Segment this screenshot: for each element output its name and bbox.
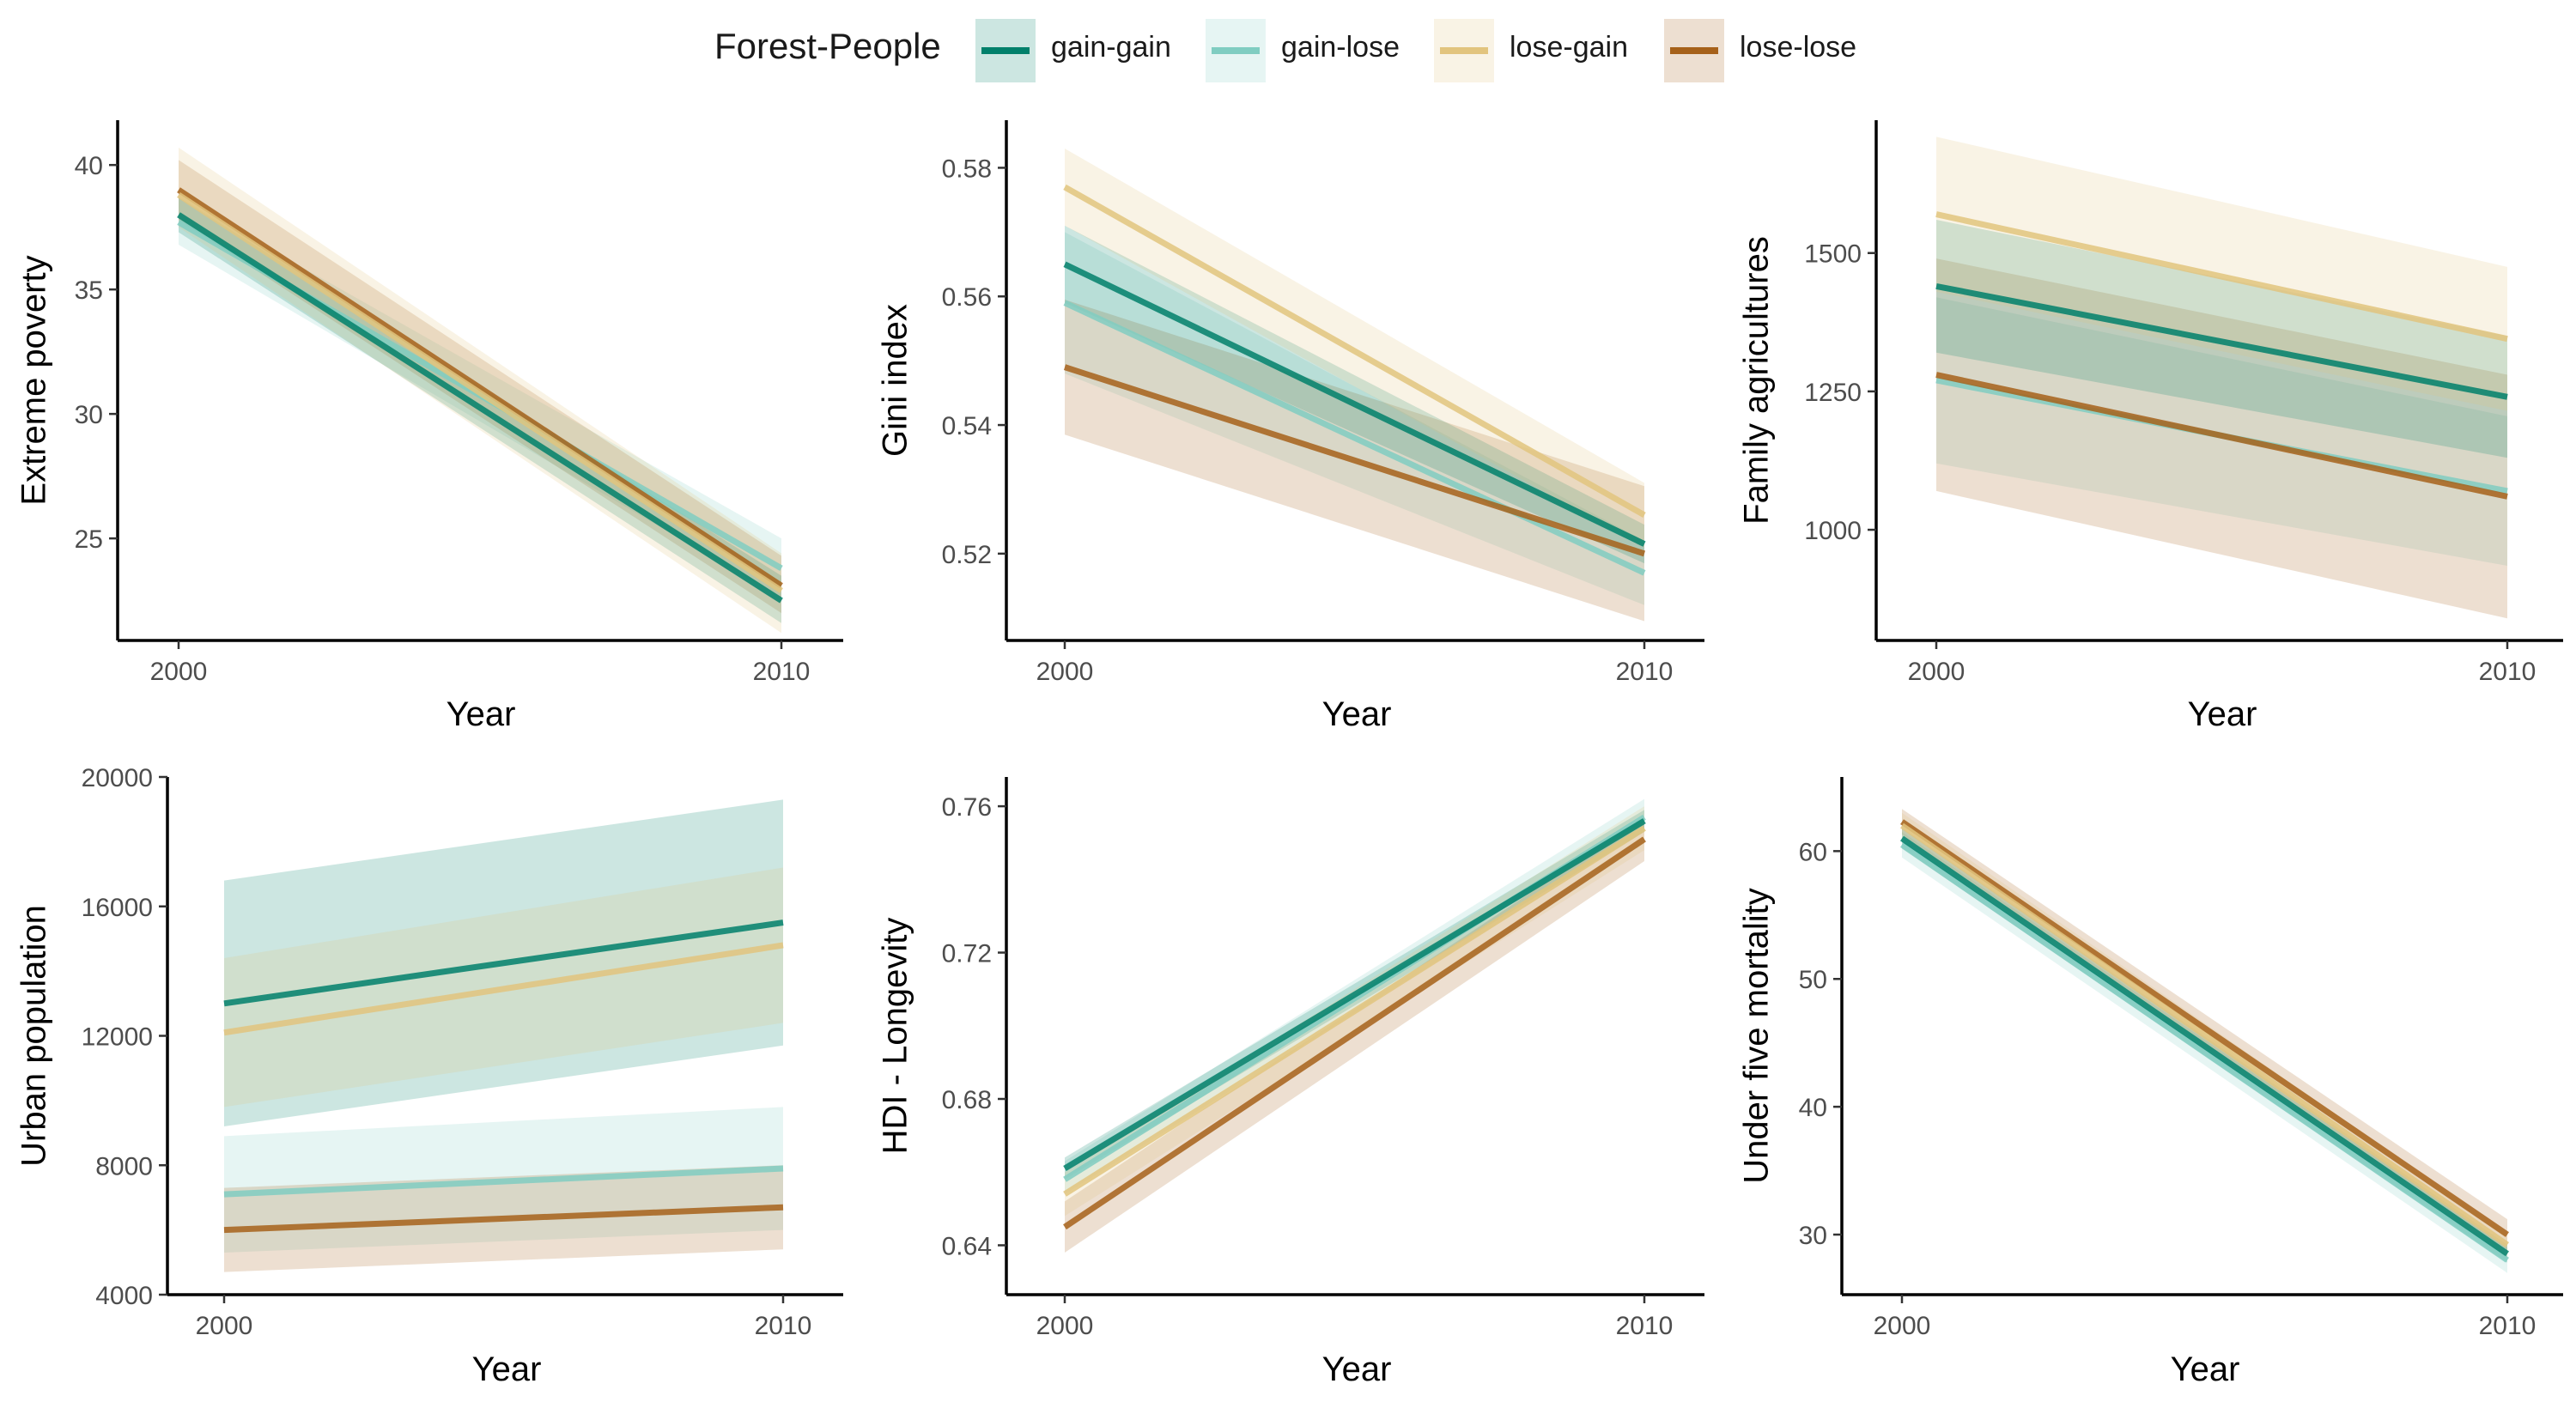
series-line-lose-gain — [1900, 822, 2509, 1247]
y-tick-label: 4000 — [95, 1282, 153, 1310]
series-line-gain-gain — [1900, 835, 2509, 1257]
y-tick-label: 8000 — [95, 1152, 153, 1180]
y-tick-label: 0.76 — [942, 793, 992, 822]
y-tick-label: 25 — [75, 525, 103, 554]
confidence-band-gain-lose — [1936, 297, 2507, 566]
x-tick-label: 2010 — [755, 1312, 812, 1340]
series-line-lose-gain — [1935, 211, 2508, 343]
y-tick-label: 0.72 — [942, 940, 992, 968]
y-tick-label: 35 — [75, 276, 103, 305]
y-tick-label: 0.58 — [942, 155, 992, 183]
y-tick-label: 0.54 — [942, 412, 992, 440]
y-axis-label: Family agricultures — [1738, 236, 1776, 525]
x-axis-label: Year — [447, 695, 516, 733]
x-tick-label: 2010 — [1616, 658, 1674, 686]
x-tick-label: 2000 — [1036, 658, 1094, 686]
legend-title: Forest-People — [714, 26, 941, 66]
series-line-lose-gain — [223, 942, 784, 1036]
x-tick-label: 2010 — [2479, 658, 2537, 686]
x-axis-label: Year — [1322, 1350, 1392, 1388]
legend-label-gain-lose: gain-lose — [1281, 31, 1400, 64]
legend-label-lose-lose: lose-lose — [1740, 31, 1857, 64]
series-line-lose-gain — [1063, 184, 1646, 518]
y-tick-label: 30 — [1799, 1222, 1827, 1250]
y-axis-label: Urban population — [15, 905, 53, 1167]
y-tick-label: 20000 — [82, 764, 153, 792]
legend-key-gain-gain — [975, 19, 1036, 82]
y-tick-label: 0.52 — [942, 541, 992, 569]
y-axis-label: Under five mortality — [1738, 888, 1776, 1184]
y-tick-label: 60 — [1799, 838, 1827, 866]
series-line-lose-lose — [1063, 364, 1646, 557]
legend-label-lose-gain: lose-gain — [1510, 31, 1628, 64]
series-line-gain-lose — [223, 1165, 784, 1198]
confidence-band-gain-gain — [1065, 225, 1644, 564]
series-line-gain-gain — [1063, 818, 1646, 1171]
series-line-gain-gain — [177, 212, 783, 604]
y-tick-label: 50 — [1799, 966, 1827, 994]
confidence-band-gain-lose — [1065, 232, 1644, 605]
x-tick-label: 2000 — [1874, 1312, 1931, 1340]
x-tick-label: 2000 — [150, 658, 208, 686]
x-tick-label: 2000 — [1036, 1312, 1094, 1340]
series-line-gain-lose — [1900, 842, 2509, 1263]
series-line-gain-lose — [1063, 300, 1646, 576]
y-tick-label: 1000 — [1804, 517, 1862, 545]
chart-panel-4: 4000 8000 12000 16000 20000 2000 2010 Year Urban… — [15, 764, 843, 1388]
series-line-lose-gain — [1063, 825, 1646, 1197]
y-tick-label: 0.64 — [942, 1232, 992, 1260]
series-line-gain-gain — [223, 919, 784, 1007]
series-line-gain-gain — [1063, 261, 1646, 547]
x-tick-label: 2010 — [753, 658, 811, 686]
legend-key-lose-lose — [1664, 19, 1724, 82]
y-tick-label: 12000 — [82, 1023, 153, 1052]
x-axis-label: Year — [472, 1350, 542, 1388]
chart-panel-2: 0.52 0.54 0.56 0.58 2000 2010 Year Gini index — [877, 120, 1704, 733]
y-tick-label: 30 — [75, 401, 103, 429]
y-tick-label: 0.68 — [942, 1086, 992, 1114]
legend-label-gain-gain: gain-gain — [1051, 31, 1171, 64]
y-axis-label: Extreme poverty — [15, 255, 53, 505]
y-tick-label: 40 — [75, 152, 103, 180]
x-tick-label: 2010 — [1616, 1312, 1674, 1340]
series-line-lose-lose — [1063, 836, 1646, 1230]
x-axis-label: Year — [1322, 695, 1392, 733]
y-axis-label: HDI - Longevity — [877, 918, 914, 1155]
series-line-lose-lose — [1935, 372, 2508, 500]
y-tick-label: 0.56 — [942, 283, 992, 312]
x-tick-label: 2000 — [1908, 658, 1965, 686]
series-line-gain-gain — [1935, 282, 2508, 400]
x-axis-label: Year — [2171, 1350, 2240, 1388]
y-tick-label: 16000 — [82, 894, 153, 922]
y-tick-label: 40 — [1799, 1094, 1827, 1122]
y-axis-label: Gini index — [877, 304, 914, 457]
y-tick-label: 1500 — [1804, 240, 1862, 269]
chart-panel-3: 1000 1250 1500 2000 2010 Year Family agricultu… — [1738, 120, 2563, 733]
series-line-lose-lose — [1900, 819, 2509, 1237]
chart-panel-5: 0.64 0.68 0.72 0.76 2000 2010 Year HDI - Longev… — [877, 777, 1704, 1388]
series-line-lose-gain — [177, 192, 783, 593]
series-line-lose-lose — [223, 1204, 784, 1234]
legend-key-lose-gain — [1434, 19, 1494, 82]
y-tick-label: 1250 — [1804, 379, 1862, 407]
chart-panel-1: 25 30 35 40 2000 2010 Year Extreme poverty — [15, 120, 843, 733]
legend: Forest-People gain-gain gain-lose lose-g… — [0, 19, 2576, 88]
x-tick-label: 2000 — [196, 1312, 253, 1340]
legend-key-gain-lose — [1206, 19, 1266, 82]
chart-panel-6: 30 40 50 60 2000 2010 Year Under five mortality — [1738, 777, 2563, 1388]
series-line-lose-lose — [177, 187, 783, 589]
x-axis-label: Year — [2188, 695, 2257, 733]
x-tick-label: 2010 — [2479, 1312, 2537, 1340]
